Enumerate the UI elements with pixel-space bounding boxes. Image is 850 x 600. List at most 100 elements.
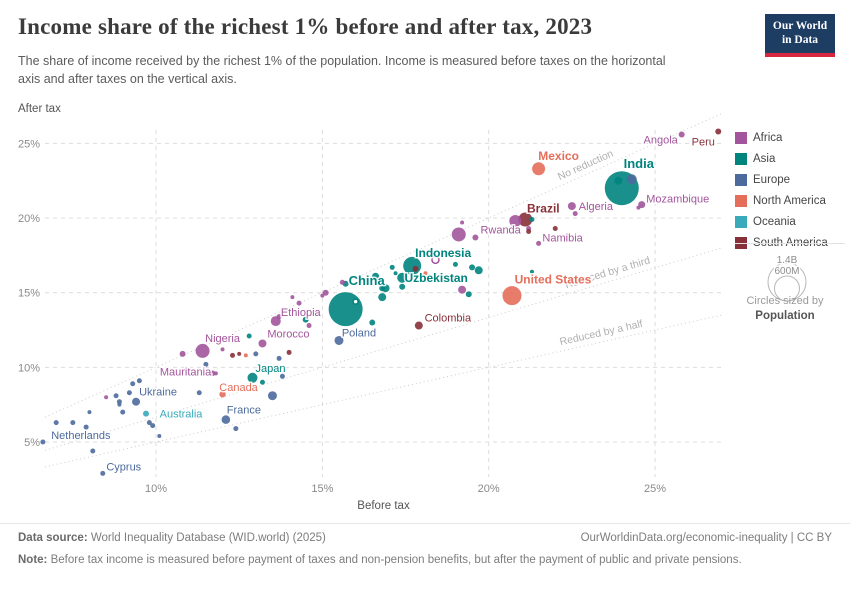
data-point-morocco[interactable] xyxy=(258,339,267,348)
data-point-eu[interactable] xyxy=(233,426,239,432)
data-point-eu[interactable] xyxy=(90,448,96,454)
data-point-eu[interactable] xyxy=(150,423,156,429)
data-point-as[interactable] xyxy=(465,291,472,298)
data-point-eu[interactable] xyxy=(113,393,119,399)
data-point-france[interactable] xyxy=(221,415,231,424)
data-point-sa[interactable] xyxy=(526,228,532,234)
data-point-brazil[interactable] xyxy=(518,212,533,227)
data-point-af[interactable] xyxy=(322,289,329,296)
data-point-angola[interactable] xyxy=(678,131,685,138)
data-point-eu[interactable] xyxy=(267,391,277,401)
data-point-peru[interactable] xyxy=(715,128,722,135)
data-point-af[interactable] xyxy=(339,279,345,285)
data-point-af[interactable] xyxy=(220,347,225,352)
data-point-af[interactable] xyxy=(213,371,218,376)
data-point-eu[interactable] xyxy=(157,434,162,439)
legend-item-south-america[interactable]: South America xyxy=(735,232,828,253)
data-point-colombia[interactable] xyxy=(414,321,423,330)
data-point-as[interactable] xyxy=(399,283,406,290)
data-point-af[interactable] xyxy=(290,295,295,300)
data-point-algeria[interactable] xyxy=(567,202,576,211)
data-point-af[interactable] xyxy=(431,255,440,265)
data-point-as[interactable] xyxy=(352,298,359,305)
data-point-nigeria[interactable] xyxy=(195,343,210,358)
data-point-eu[interactable] xyxy=(120,409,126,415)
data-point-sa[interactable] xyxy=(552,226,558,232)
legend-item-europe[interactable]: Europe xyxy=(735,169,828,190)
data-point-uzbekistan[interactable] xyxy=(397,272,408,283)
data-point-as[interactable] xyxy=(372,272,380,280)
data-point-sa[interactable] xyxy=(286,349,292,355)
data-point-as[interactable] xyxy=(378,293,387,302)
data-point-as[interactable] xyxy=(259,379,265,385)
data-point-mozambique[interactable] xyxy=(638,201,646,209)
data-point-namibia[interactable] xyxy=(536,240,542,246)
data-point-na[interactable] xyxy=(243,353,248,358)
data-point-as[interactable] xyxy=(452,261,458,267)
data-point-eu[interactable] xyxy=(70,420,76,426)
data-point-eu[interactable] xyxy=(117,402,122,407)
data-point-af[interactable] xyxy=(276,314,282,320)
legend-item-asia[interactable]: Asia xyxy=(735,148,828,169)
data-point-sa[interactable] xyxy=(412,265,419,272)
data-point-as[interactable] xyxy=(393,271,398,276)
data-point-as[interactable] xyxy=(389,264,395,270)
data-point-af[interactable] xyxy=(320,293,325,298)
legend-item-north-america[interactable]: North America xyxy=(735,190,828,211)
data-point-as[interactable] xyxy=(302,316,309,323)
data-point-eu[interactable] xyxy=(87,410,92,415)
data-point-af[interactable] xyxy=(306,323,312,329)
legend-item-africa[interactable]: Africa xyxy=(735,127,828,148)
data-point-indonesia[interactable] xyxy=(403,256,422,275)
legend-item-oceania[interactable]: Oceania xyxy=(735,211,828,232)
data-point-as[interactable] xyxy=(474,266,483,275)
data-point-as[interactable] xyxy=(529,217,535,223)
data-point-af[interactable] xyxy=(104,395,109,400)
data-point-eu[interactable] xyxy=(83,424,89,430)
data-point-as[interactable] xyxy=(614,176,623,185)
data-point-sa[interactable] xyxy=(237,351,242,356)
data-point-af[interactable] xyxy=(472,234,479,241)
data-source-line: Data source: World Inequality Database (… xyxy=(18,532,326,544)
data-point-mexico[interactable] xyxy=(532,162,546,176)
data-point-af[interactable] xyxy=(509,215,522,228)
data-point-netherlands[interactable] xyxy=(40,439,46,445)
data-point-af[interactable] xyxy=(572,211,578,217)
data-point-united-states[interactable] xyxy=(502,286,522,306)
data-point-cyprus[interactable] xyxy=(100,470,106,476)
data-point-eu[interactable] xyxy=(116,399,122,405)
data-point-eu[interactable] xyxy=(626,174,637,185)
data-point-eu[interactable] xyxy=(136,378,142,384)
data-point-af[interactable] xyxy=(451,227,466,242)
data-point-australia[interactable] xyxy=(143,410,150,417)
data-point-sa[interactable] xyxy=(230,352,236,358)
data-point-eu[interactable] xyxy=(130,381,136,387)
data-point-eu[interactable] xyxy=(253,351,259,357)
data-point-af[interactable] xyxy=(296,300,302,306)
data-point-eu[interactable] xyxy=(126,390,132,396)
data-point-af[interactable] xyxy=(179,350,186,357)
data-point-as[interactable] xyxy=(246,333,252,339)
data-point-af[interactable] xyxy=(460,220,465,225)
data-point-as[interactable] xyxy=(369,319,376,326)
data-point-as[interactable] xyxy=(469,264,476,271)
legend-swatch xyxy=(735,173,747,186)
data-point-ukraine[interactable] xyxy=(132,397,141,406)
data-point-poland[interactable] xyxy=(334,335,344,345)
data-point-japan[interactable] xyxy=(247,372,258,383)
data-point-as[interactable] xyxy=(529,269,534,274)
data-point-as[interactable] xyxy=(379,285,386,292)
data-point-af[interactable] xyxy=(458,285,467,294)
data-point-eu[interactable] xyxy=(196,390,202,396)
owid-url-link[interactable]: OurWorldinData.org/economic-inequality |… xyxy=(580,532,832,544)
data-point-eu[interactable] xyxy=(146,420,152,426)
data-point-af[interactable] xyxy=(636,205,641,210)
data-point-eu[interactable] xyxy=(203,361,209,367)
data-point-eu[interactable] xyxy=(279,373,285,379)
data-point-eu[interactable] xyxy=(53,420,59,426)
data-point-mauritania[interactable] xyxy=(209,370,216,377)
data-point-canada[interactable] xyxy=(219,391,226,398)
data-point-eu[interactable] xyxy=(276,355,282,361)
data-point-china[interactable] xyxy=(328,292,363,327)
data-point-na[interactable] xyxy=(423,271,428,276)
